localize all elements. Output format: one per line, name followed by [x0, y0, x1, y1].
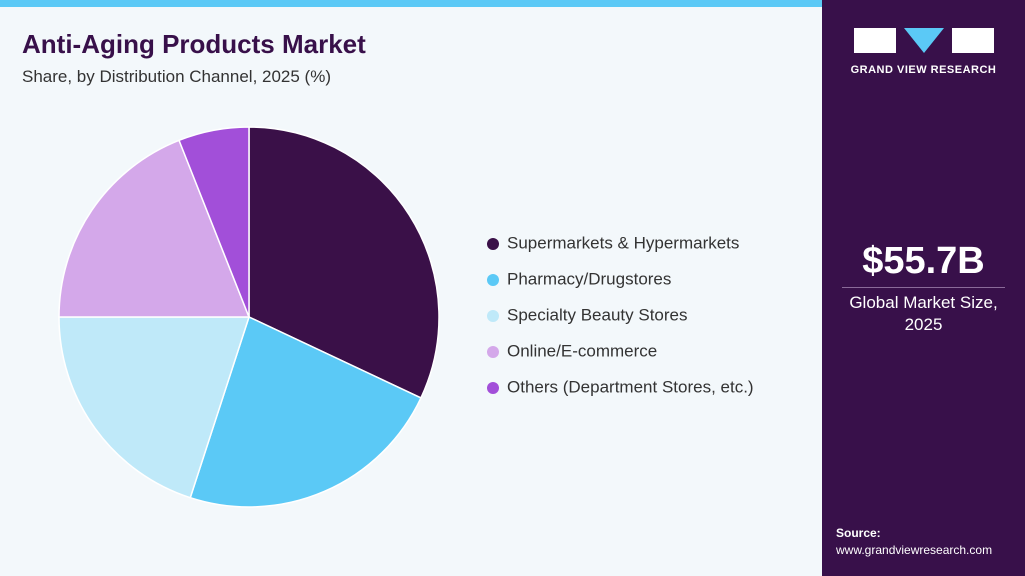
separator [842, 287, 1005, 288]
legend-label: Specialty Beauty Stores [507, 305, 687, 324]
legend-marker [487, 310, 499, 322]
source-label: Source: [836, 526, 881, 540]
pie-slice [248, 126, 440, 399]
logo-triangle [904, 28, 944, 53]
pie-slice [58, 316, 251, 499]
chart-subtitle: Share, by Distribution Channel, 2025 (%) [22, 67, 331, 86]
brand: GRAND VIEW RESEARCH [850, 64, 997, 76]
pie-slice [189, 315, 422, 508]
logo-block [952, 28, 994, 53]
market-size-label: Global Market Size, 2025 [849, 293, 998, 334]
legend-marker [487, 382, 499, 394]
sidebar: GRAND VIEW RESEARCH $55.7B Global Market… [822, 0, 1025, 576]
logo-block [854, 28, 896, 53]
market-size: $55.7B [862, 240, 985, 282]
legend-marker [487, 238, 499, 250]
pie-slice [58, 139, 251, 318]
source-url: www.grandviewresearch.com [836, 543, 993, 557]
chart-title: Anti-Aging Products Market [22, 29, 366, 59]
legend-marker [487, 274, 499, 286]
legend-marker [487, 346, 499, 358]
legend-label: Supermarkets & Hypermarkets [507, 233, 739, 252]
legend-label: Others (Department Stores, etc.) [507, 377, 754, 396]
legend-label: Pharmacy/Drugstores [507, 269, 671, 288]
pie-slice [178, 126, 250, 318]
legend-label: Online/E-commerce [507, 341, 657, 360]
chart: Supermarkets & Hypermarkets Pharmacy/Drug… [58, 126, 754, 508]
logo [854, 28, 994, 53]
